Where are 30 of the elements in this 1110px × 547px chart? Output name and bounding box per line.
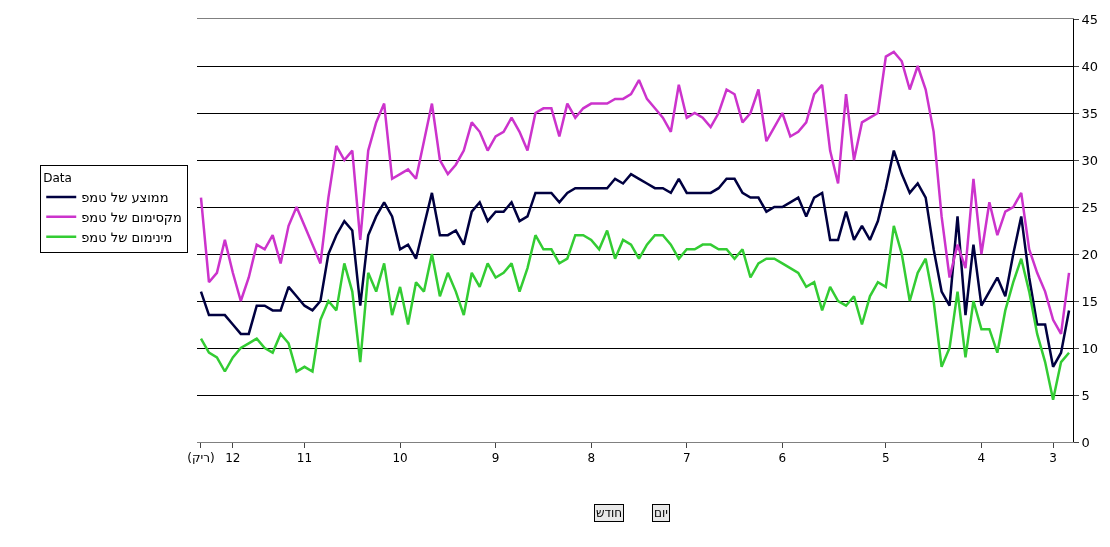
y-tick-label: 35 (1081, 105, 1099, 121)
x-tick-label: 8 (587, 451, 596, 466)
text: חודש (596, 506, 623, 520)
line-series (199, 50, 1071, 336)
y-tick-label: 0 (1081, 434, 1090, 450)
x-tick-label: 5 (882, 451, 890, 466)
x-tick-label: (ריק) (187, 451, 215, 466)
legend-label: מקסימום של טמפ (81, 209, 182, 225)
x-tick-label: 12 (225, 451, 241, 466)
line-series (199, 149, 1071, 369)
x-tick-label: 3 (1049, 451, 1057, 466)
y-tick-label: 10 (1081, 340, 1099, 356)
legend-title: Data (43, 170, 72, 185)
y-tick-label: 25 (1081, 199, 1099, 215)
legend-label: מינימום של טמפ (81, 229, 173, 245)
x-tick-label: 6 (778, 451, 787, 466)
x-tick-label: 11 (296, 451, 313, 466)
y-tick-label: 20 (1081, 246, 1099, 262)
y-tick-label: 30 (1081, 152, 1099, 168)
y-tick-label: 40 (1081, 58, 1099, 74)
y-tick-label: 5 (1081, 387, 1090, 403)
x-tick-label: 10 (392, 451, 408, 466)
y-tick-label: 15 (1081, 293, 1099, 309)
legend-label: ממוצע של טמפ (81, 189, 169, 205)
y-tick-label: 45 (1081, 11, 1099, 27)
x-tick-label: 4 (977, 451, 986, 466)
x-tick-label: 7 (682, 451, 691, 466)
text: יום (654, 506, 668, 520)
x-tick-label: 9 (491, 451, 500, 466)
line-series (199, 224, 1071, 401)
